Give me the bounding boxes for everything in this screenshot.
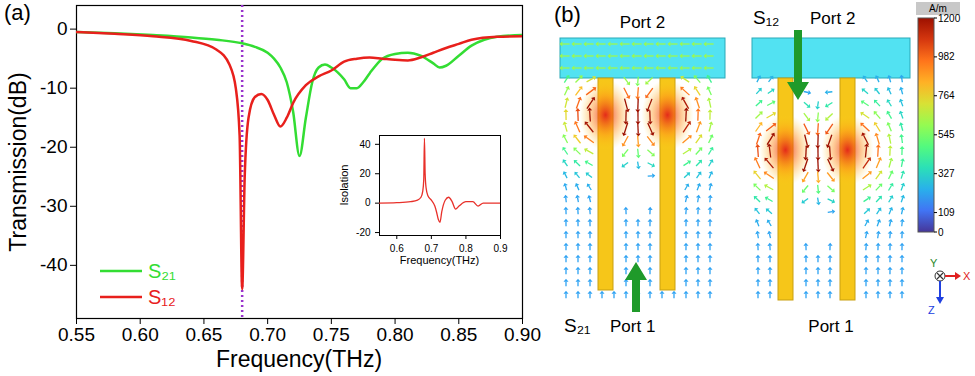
html-text:(a): (a) xyxy=(4,0,31,25)
svg-text:Port 1: Port 1 xyxy=(808,317,853,336)
svg-text:0.60: 0.60 xyxy=(122,324,159,345)
svg-text:Port 2: Port 2 xyxy=(620,13,665,32)
svg-text:0.8: 0.8 xyxy=(459,243,473,254)
svg-text:A/m: A/m xyxy=(929,3,947,14)
svg-text:S₂₁: S₂₁ xyxy=(564,315,590,336)
svg-text:Port 2: Port 2 xyxy=(810,9,855,28)
svg-text:0.70: 0.70 xyxy=(249,324,286,345)
svg-text:545: 545 xyxy=(938,129,955,140)
svg-text:-40: -40 xyxy=(40,254,67,275)
svg-text:0: 0 xyxy=(938,227,944,238)
svg-text:109: 109 xyxy=(938,207,955,218)
svg-text:327: 327 xyxy=(938,168,955,179)
svg-text:-30: -30 xyxy=(40,195,67,216)
svg-text:(b): (b) xyxy=(554,2,581,27)
svg-text:0.55: 0.55 xyxy=(58,324,95,345)
svg-text:1200: 1200 xyxy=(938,13,961,24)
svg-text:0: 0 xyxy=(365,197,371,208)
svg-text:20: 20 xyxy=(359,168,371,179)
html-text:Frequency(THz): Frequency(THz) xyxy=(399,254,480,266)
svg-text:0: 0 xyxy=(57,18,68,39)
html-text:S₁₂: S₁₂ xyxy=(148,285,176,308)
svg-text:0.7: 0.7 xyxy=(424,243,438,254)
svg-text:S₁₂: S₁₂ xyxy=(753,7,779,28)
svg-text:X: X xyxy=(963,270,971,282)
svg-text:-10: -10 xyxy=(40,77,67,98)
svg-text:982: 982 xyxy=(938,51,955,62)
svg-text:0.75: 0.75 xyxy=(313,324,350,345)
svg-text:0.65: 0.65 xyxy=(185,324,222,345)
svg-text:0.9: 0.9 xyxy=(494,243,508,254)
svg-text:-20: -20 xyxy=(356,227,371,238)
html-text:Frequency(THz): Frequency(THz) xyxy=(215,346,383,372)
svg-text:Z: Z xyxy=(928,304,935,316)
svg-text:Y: Y xyxy=(930,257,938,269)
html-text:Transmission(dB): Transmission(dB) xyxy=(5,71,31,252)
svg-text:0.80: 0.80 xyxy=(377,324,414,345)
svg-text:Port 1: Port 1 xyxy=(610,317,655,336)
svg-text:-20: -20 xyxy=(40,136,67,157)
html-text:Isolation: Isolation xyxy=(338,164,350,206)
svg-text:0.6: 0.6 xyxy=(390,243,404,254)
svg-text:0.90: 0.90 xyxy=(504,324,541,345)
svg-text:40: 40 xyxy=(359,139,371,150)
svg-text:0.85: 0.85 xyxy=(440,324,477,345)
html-text:S₂₁: S₂₁ xyxy=(148,259,176,282)
svg-text:764: 764 xyxy=(938,90,955,101)
